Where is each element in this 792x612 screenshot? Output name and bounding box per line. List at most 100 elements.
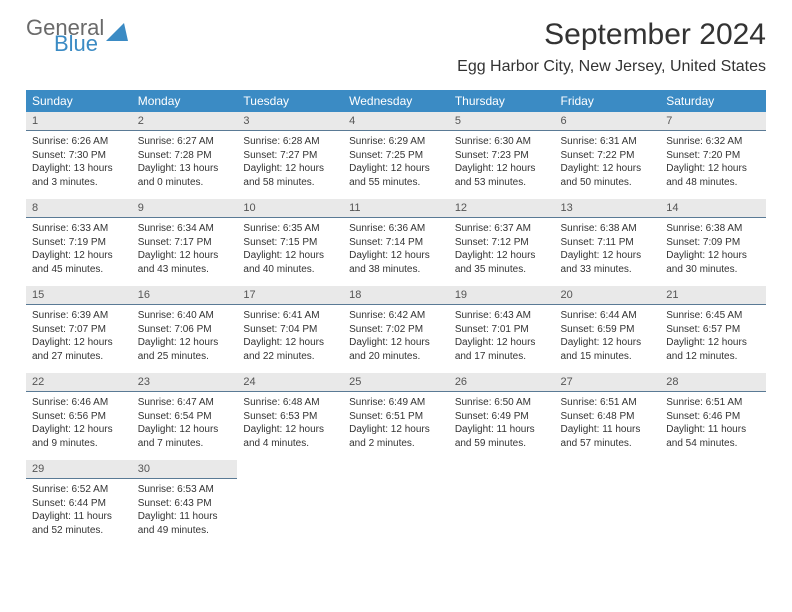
sunset-text: Sunset: 7:04 PM	[243, 323, 337, 337]
day-details: Sunrise: 6:37 AMSunset: 7:12 PMDaylight:…	[449, 218, 555, 284]
day-details: Sunrise: 6:50 AMSunset: 6:49 PMDaylight:…	[449, 392, 555, 458]
sunrise-text: Sunrise: 6:37 AM	[455, 222, 549, 236]
sunrise-text: Sunrise: 6:46 AM	[32, 396, 126, 410]
sunset-text: Sunset: 6:46 PM	[666, 410, 760, 424]
calendar-cell-empty: ..	[237, 459, 343, 546]
day-details: Sunrise: 6:31 AMSunset: 7:22 PMDaylight:…	[555, 131, 661, 197]
header-row: Sunday Monday Tuesday Wednesday Thursday…	[26, 90, 766, 112]
day-details: Sunrise: 6:44 AMSunset: 6:59 PMDaylight:…	[555, 305, 661, 371]
day-details: Sunrise: 6:39 AMSunset: 7:07 PMDaylight:…	[26, 305, 132, 371]
calendar-cell: 24Sunrise: 6:48 AMSunset: 6:53 PMDayligh…	[237, 372, 343, 459]
calendar-row: 22Sunrise: 6:46 AMSunset: 6:56 PMDayligh…	[26, 372, 766, 459]
day-details: Sunrise: 6:27 AMSunset: 7:28 PMDaylight:…	[132, 131, 238, 197]
sunset-text: Sunset: 7:07 PM	[32, 323, 126, 337]
sunrise-text: Sunrise: 6:38 AM	[561, 222, 655, 236]
sunrise-text: Sunrise: 6:32 AM	[666, 135, 760, 149]
sunrise-text: Sunrise: 6:47 AM	[138, 396, 232, 410]
calendar-row: 1Sunrise: 6:26 AMSunset: 7:30 PMDaylight…	[26, 112, 766, 198]
day-details: Sunrise: 6:51 AMSunset: 6:46 PMDaylight:…	[660, 392, 766, 458]
daylight-text: Daylight: 12 hours and 30 minutes.	[666, 249, 760, 276]
day-number: 12	[449, 199, 555, 218]
calendar-cell: 10Sunrise: 6:35 AMSunset: 7:15 PMDayligh…	[237, 198, 343, 285]
day-number: 3	[237, 112, 343, 131]
day-details: Sunrise: 6:34 AMSunset: 7:17 PMDaylight:…	[132, 218, 238, 284]
day-details: Sunrise: 6:30 AMSunset: 7:23 PMDaylight:…	[449, 131, 555, 197]
sunrise-text: Sunrise: 6:51 AM	[561, 396, 655, 410]
sunset-text: Sunset: 7:02 PM	[349, 323, 443, 337]
sunrise-text: Sunrise: 6:49 AM	[349, 396, 443, 410]
calendar-cell: 2Sunrise: 6:27 AMSunset: 7:28 PMDaylight…	[132, 112, 238, 198]
day-details: Sunrise: 6:32 AMSunset: 7:20 PMDaylight:…	[660, 131, 766, 197]
sunset-text: Sunset: 6:49 PM	[455, 410, 549, 424]
calendar-cell: 5Sunrise: 6:30 AMSunset: 7:23 PMDaylight…	[449, 112, 555, 198]
sunrise-text: Sunrise: 6:45 AM	[666, 309, 760, 323]
day-number: 2	[132, 112, 238, 131]
day-details: Sunrise: 6:28 AMSunset: 7:27 PMDaylight:…	[237, 131, 343, 197]
sunrise-text: Sunrise: 6:26 AM	[32, 135, 126, 149]
sunrise-text: Sunrise: 6:31 AM	[561, 135, 655, 149]
calendar-row: 15Sunrise: 6:39 AMSunset: 7:07 PMDayligh…	[26, 285, 766, 372]
sunset-text: Sunset: 7:19 PM	[32, 236, 126, 250]
header-sun: Sunday	[26, 90, 132, 112]
calendar-cell: 1Sunrise: 6:26 AMSunset: 7:30 PMDaylight…	[26, 112, 132, 198]
sunrise-text: Sunrise: 6:50 AM	[455, 396, 549, 410]
daylight-text: Daylight: 12 hours and 20 minutes.	[349, 336, 443, 363]
day-number: 4	[343, 112, 449, 131]
calendar-cell: 9Sunrise: 6:34 AMSunset: 7:17 PMDaylight…	[132, 198, 238, 285]
calendar-cell: 21Sunrise: 6:45 AMSunset: 6:57 PMDayligh…	[660, 285, 766, 372]
day-details: Sunrise: 6:53 AMSunset: 6:43 PMDaylight:…	[132, 479, 238, 545]
sunrise-text: Sunrise: 6:51 AM	[666, 396, 760, 410]
sunrise-text: Sunrise: 6:48 AM	[243, 396, 337, 410]
sunrise-text: Sunrise: 6:44 AM	[561, 309, 655, 323]
daylight-text: Daylight: 12 hours and 48 minutes.	[666, 162, 760, 189]
day-number: 22	[26, 373, 132, 392]
day-details: Sunrise: 6:45 AMSunset: 6:57 PMDaylight:…	[660, 305, 766, 371]
daylight-text: Daylight: 12 hours and 33 minutes.	[561, 249, 655, 276]
sunrise-text: Sunrise: 6:27 AM	[138, 135, 232, 149]
sunset-text: Sunset: 7:23 PM	[455, 149, 549, 163]
daylight-text: Daylight: 12 hours and 22 minutes.	[243, 336, 337, 363]
calendar-cell-empty: ..	[343, 459, 449, 546]
calendar-cell: 11Sunrise: 6:36 AMSunset: 7:14 PMDayligh…	[343, 198, 449, 285]
sunset-text: Sunset: 7:28 PM	[138, 149, 232, 163]
calendar-cell: 17Sunrise: 6:41 AMSunset: 7:04 PMDayligh…	[237, 285, 343, 372]
day-details: Sunrise: 6:36 AMSunset: 7:14 PMDaylight:…	[343, 218, 449, 284]
day-details: Sunrise: 6:26 AMSunset: 7:30 PMDaylight:…	[26, 131, 132, 197]
day-number: 13	[555, 199, 661, 218]
day-details: Sunrise: 6:42 AMSunset: 7:02 PMDaylight:…	[343, 305, 449, 371]
sunrise-text: Sunrise: 6:43 AM	[455, 309, 549, 323]
day-details: Sunrise: 6:49 AMSunset: 6:51 PMDaylight:…	[343, 392, 449, 458]
calendar-cell: 18Sunrise: 6:42 AMSunset: 7:02 PMDayligh…	[343, 285, 449, 372]
day-number: 7	[660, 112, 766, 131]
header-mon: Monday	[132, 90, 238, 112]
day-number: 18	[343, 286, 449, 305]
day-details: Sunrise: 6:29 AMSunset: 7:25 PMDaylight:…	[343, 131, 449, 197]
sunrise-text: Sunrise: 6:36 AM	[349, 222, 443, 236]
day-number: 15	[26, 286, 132, 305]
sunset-text: Sunset: 6:54 PM	[138, 410, 232, 424]
daylight-text: Daylight: 12 hours and 15 minutes.	[561, 336, 655, 363]
daylight-text: Daylight: 11 hours and 57 minutes.	[561, 423, 655, 450]
header-tue: Tuesday	[237, 90, 343, 112]
sunset-text: Sunset: 6:43 PM	[138, 497, 232, 511]
day-number: 8	[26, 199, 132, 218]
day-number: 1	[26, 112, 132, 131]
calendar-cell: 19Sunrise: 6:43 AMSunset: 7:01 PMDayligh…	[449, 285, 555, 372]
day-number: 20	[555, 286, 661, 305]
calendar-cell: 26Sunrise: 6:50 AMSunset: 6:49 PMDayligh…	[449, 372, 555, 459]
sunset-text: Sunset: 7:27 PM	[243, 149, 337, 163]
calendar-cell: 25Sunrise: 6:49 AMSunset: 6:51 PMDayligh…	[343, 372, 449, 459]
day-details: Sunrise: 6:47 AMSunset: 6:54 PMDaylight:…	[132, 392, 238, 458]
sunset-text: Sunset: 7:09 PM	[666, 236, 760, 250]
day-number: 30	[132, 460, 238, 479]
calendar-cell: 16Sunrise: 6:40 AMSunset: 7:06 PMDayligh…	[132, 285, 238, 372]
daylight-text: Daylight: 12 hours and 7 minutes.	[138, 423, 232, 450]
day-number: 16	[132, 286, 238, 305]
day-number: 27	[555, 373, 661, 392]
sunset-text: Sunset: 7:06 PM	[138, 323, 232, 337]
calendar-table: Sunday Monday Tuesday Wednesday Thursday…	[26, 90, 766, 547]
sunrise-text: Sunrise: 6:29 AM	[349, 135, 443, 149]
header-sat: Saturday	[660, 90, 766, 112]
day-number: 10	[237, 199, 343, 218]
calendar-cell: 29Sunrise: 6:52 AMSunset: 6:44 PMDayligh…	[26, 459, 132, 546]
